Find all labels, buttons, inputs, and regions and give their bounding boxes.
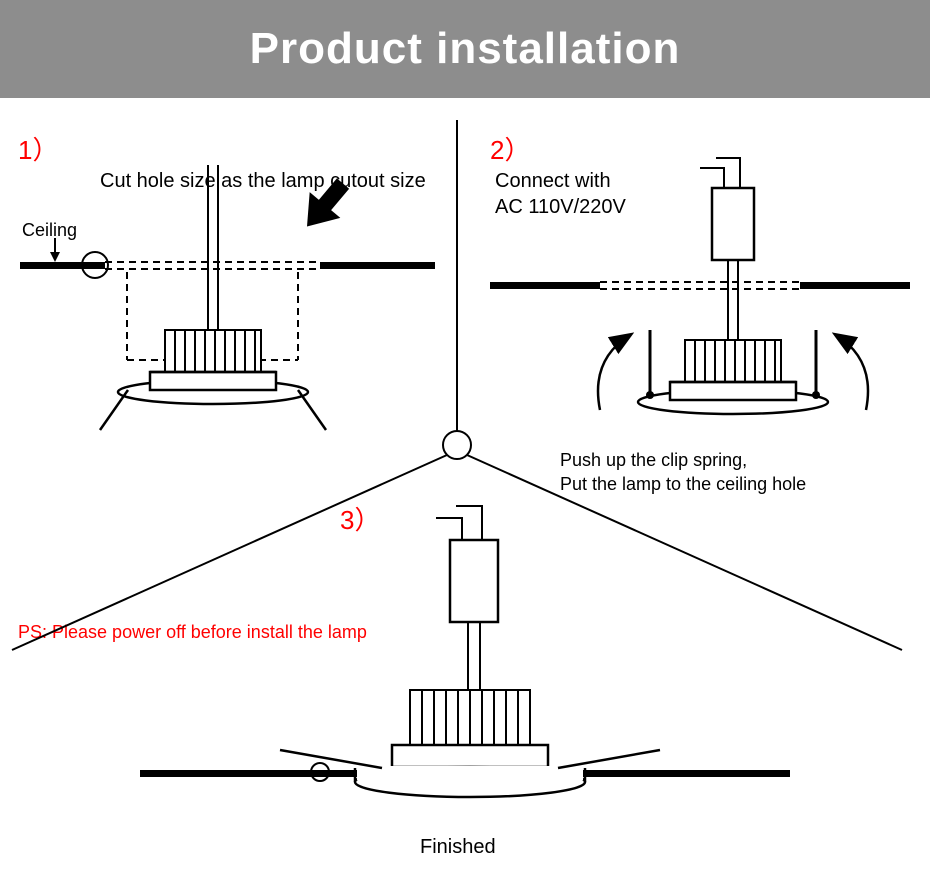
step2-diagram	[490, 158, 910, 414]
step2-driver-box	[712, 188, 754, 260]
step1-heatsink	[165, 330, 261, 372]
diagram-svg	[0, 0, 930, 885]
junction-circle	[443, 431, 471, 459]
fan-right-line	[467, 455, 902, 650]
step1-diagram	[20, 165, 435, 430]
step3-driver-box	[450, 540, 498, 622]
step3-heatsink	[410, 690, 530, 745]
step2-heatsink	[685, 340, 781, 382]
fan-left-line	[12, 455, 447, 650]
